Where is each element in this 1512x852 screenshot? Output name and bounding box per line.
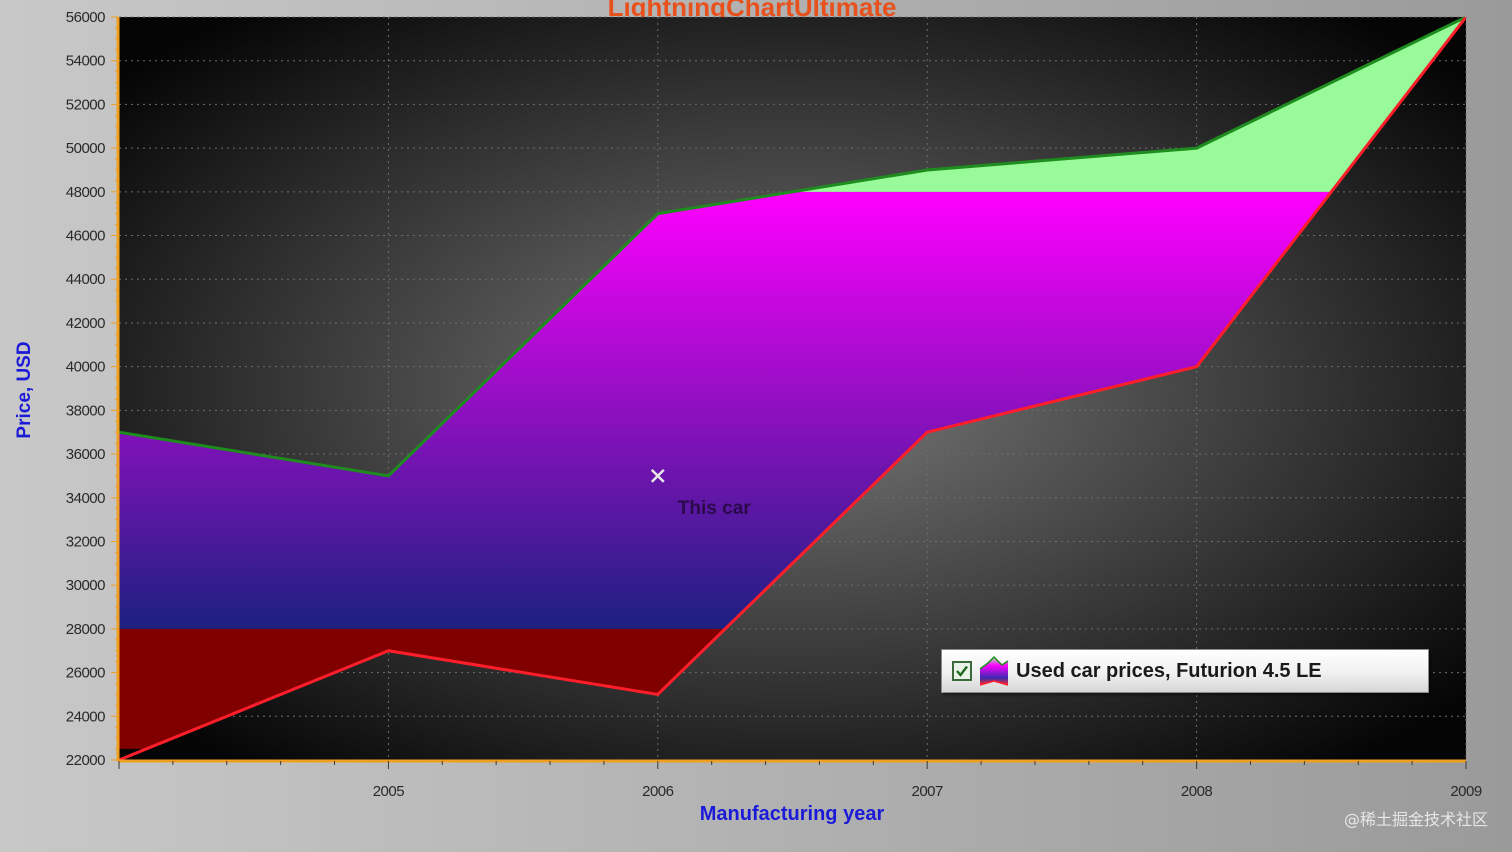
legend-checkbox[interactable]	[952, 661, 972, 681]
area-layers	[119, 17, 1466, 760]
y-tick-label: 48000	[66, 184, 105, 201]
y-tick-label: 32000	[66, 533, 105, 550]
band-below-limit-area	[119, 628, 726, 749]
y-tick-label: 38000	[66, 402, 105, 419]
x-axis-ticks: 2005 2006 2007 2008 2009	[118, 761, 1482, 800]
low-price-line	[119, 17, 1466, 760]
y-axis-ticks: 22000 24000 26000 28000 30000 32000 34000 36000…	[66, 9, 118, 769]
x-tick-label: 2006	[642, 783, 674, 800]
band-middle-area	[119, 191, 1332, 630]
x-tick-label: 2007	[912, 783, 944, 800]
legend-box[interactable]: Used car prices, Futurion 4.5 LE	[941, 649, 1429, 693]
axes: 22000 24000 26000 28000 30000 32000 34000 36000…	[66, 9, 1483, 800]
y-tick-label: 46000	[66, 228, 105, 245]
y-tick-label: 42000	[66, 315, 105, 332]
y-tick-label: 30000	[66, 577, 105, 594]
y-tick-label: 50000	[66, 140, 105, 157]
high-price-line	[119, 17, 1466, 478]
x-tick-label: 2009	[1450, 783, 1482, 800]
y-tick-label: 40000	[66, 359, 105, 376]
y-tick-label: 56000	[66, 9, 105, 26]
annotation-cross-stroke	[650, 469, 665, 483]
y-tick-label: 36000	[66, 446, 105, 463]
y-axis-title: Price, USD	[14, 341, 35, 438]
annotation-label: This car	[678, 498, 751, 519]
legend-label: Used car prices, Futurion 4.5 LE	[1016, 659, 1322, 682]
y-tick-label: 52000	[66, 96, 105, 113]
chart-title: LightningChartUltimate	[608, 0, 897, 22]
x-tick-label: 2008	[1181, 783, 1213, 800]
checkmark-icon	[956, 665, 968, 677]
y-tick-label: 44000	[66, 271, 105, 288]
x-axis-title: Manufacturing year	[700, 803, 885, 825]
y-tick-label: 34000	[66, 490, 105, 507]
y-tick-label: 54000	[66, 53, 105, 70]
x-tick-label: 2005	[373, 783, 405, 800]
band-above-limit-area	[789, 17, 1466, 193]
band-series-icon	[979, 655, 1009, 686]
y-tick-label: 28000	[66, 621, 105, 638]
annotation-marker	[650, 469, 665, 483]
y-tick-label: 26000	[66, 665, 105, 682]
watermark: @稀土掘金技术社区	[1343, 810, 1488, 829]
y-tick-label: 22000	[66, 752, 105, 769]
y-tick-label: 24000	[66, 708, 105, 725]
